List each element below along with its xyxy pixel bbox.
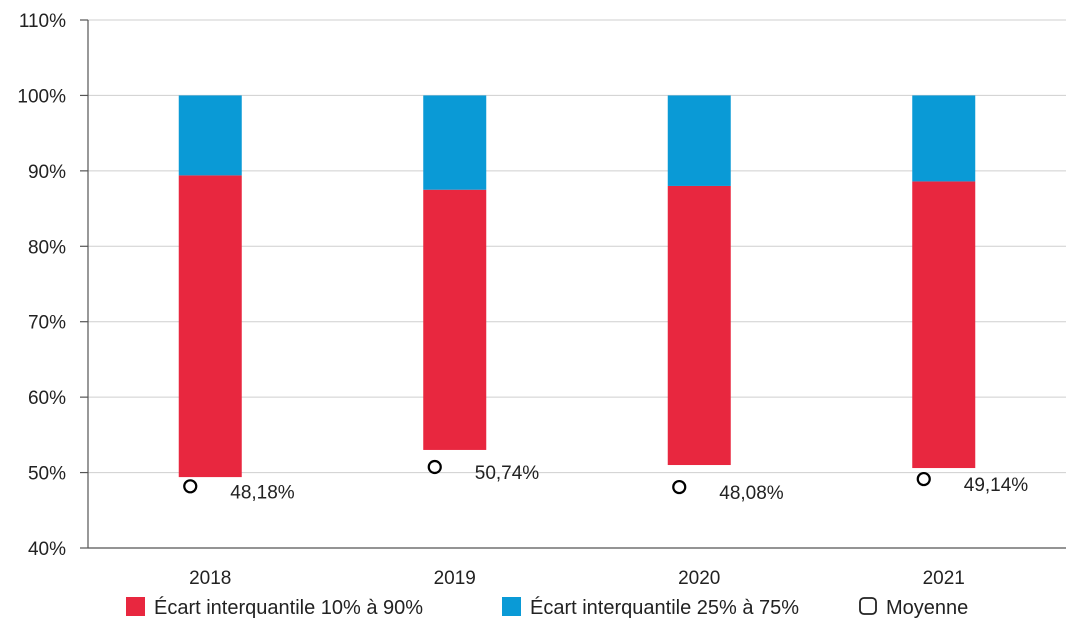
mean-markers: 48,18% 50,74% 48,08% 49,14% bbox=[183, 459, 1029, 504]
bar-range-25-75 bbox=[423, 95, 487, 190]
y-tick-label: 80% bbox=[28, 237, 66, 258]
y-axis: 40% 50% 60% 70% 80% 90% 100% 110% bbox=[17, 11, 89, 560]
bar-range-25-75 bbox=[667, 95, 731, 186]
mean-marker bbox=[916, 471, 931, 487]
mean-value-label: 50,74% bbox=[475, 463, 540, 484]
bar-range-10-90 bbox=[912, 181, 976, 469]
bar-range-10-90 bbox=[423, 189, 487, 450]
gridlines bbox=[88, 19, 1066, 474]
bar-range-10-90 bbox=[667, 185, 731, 466]
y-tick-label: 40% bbox=[28, 539, 66, 560]
y-tick-label: 50% bbox=[28, 464, 66, 485]
legend-label-25-75: Écart interquantile 25% à 75% bbox=[530, 596, 799, 619]
x-tick-label: 2021 bbox=[923, 568, 965, 589]
bars bbox=[178, 95, 976, 478]
y-tick-label: 100% bbox=[17, 86, 66, 107]
y-tick-label: 90% bbox=[28, 162, 66, 183]
mean-marker bbox=[427, 459, 442, 475]
y-tick-label: 60% bbox=[28, 388, 66, 409]
mean-value-label: 48,18% bbox=[230, 482, 295, 503]
mean-value-label: 48,08% bbox=[719, 483, 784, 504]
bar-range-10-90 bbox=[178, 175, 242, 478]
y-tick-label: 110% bbox=[19, 11, 66, 32]
bar-range-25-75 bbox=[912, 95, 976, 182]
y-tick-label: 70% bbox=[28, 313, 66, 334]
legend-label-mean: Moyenne bbox=[886, 597, 968, 619]
legend-swatch-25-75 bbox=[502, 597, 521, 616]
mean-value-label: 49,14% bbox=[964, 475, 1029, 496]
legend: Écart interquantile 10% à 90% Écart inter… bbox=[126, 596, 968, 619]
bar-range-25-75 bbox=[178, 95, 242, 176]
mean-marker bbox=[183, 479, 198, 494]
legend-label-10-90: Écart interquantile 10% à 90% bbox=[154, 596, 423, 619]
x-tick-label: 2020 bbox=[678, 568, 720, 589]
legend-swatch-mean bbox=[859, 597, 877, 615]
x-tick-label: 2019 bbox=[434, 568, 476, 589]
legend-swatch-10-90 bbox=[126, 597, 145, 616]
mean-marker bbox=[672, 479, 687, 495]
x-axis: 2018 2019 2020 2021 bbox=[88, 547, 1066, 589]
x-tick-label: 2018 bbox=[189, 568, 231, 589]
